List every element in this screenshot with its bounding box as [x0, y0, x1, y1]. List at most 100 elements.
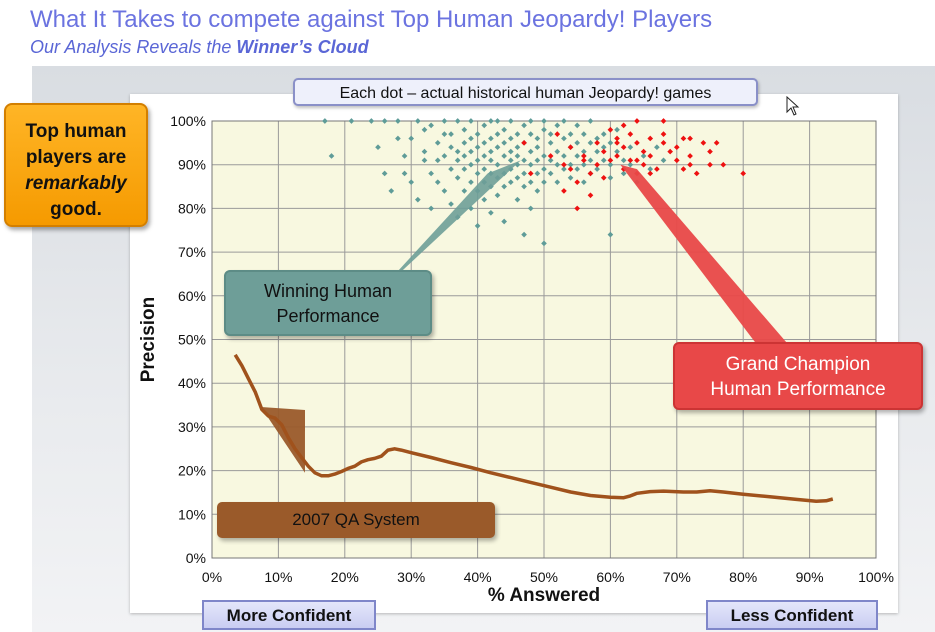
teal-data-point — [587, 157, 594, 164]
red-data-point — [640, 161, 647, 168]
teal-data-point — [501, 140, 507, 146]
red-data-point — [620, 122, 627, 129]
teal-data-point — [434, 140, 441, 146]
red-data-point — [693, 170, 700, 177]
teal-data-point — [401, 170, 408, 177]
x-tick-label: 40% — [464, 569, 492, 585]
teal-data-point — [587, 140, 594, 146]
red-data-point — [673, 144, 680, 151]
teal-data-point — [454, 174, 461, 181]
red-data-point — [587, 192, 594, 199]
teal-data-point — [514, 131, 521, 137]
red-data-point — [581, 157, 587, 164]
teal-data-point — [481, 122, 488, 129]
teal-data-point — [647, 166, 654, 172]
teal-data-point — [501, 153, 507, 159]
orange-callout-line-3: remarkably — [25, 173, 127, 194]
red-data-point — [614, 153, 620, 159]
teal-data-point — [574, 153, 581, 159]
red-data-point — [740, 170, 747, 177]
teal-data-point — [541, 179, 547, 186]
teal-data-point — [381, 118, 388, 124]
red-data-point — [561, 188, 567, 194]
red-data-point — [647, 135, 654, 142]
teal-data-point — [501, 183, 507, 190]
teal-data-point — [581, 161, 587, 168]
teal-data-point — [441, 153, 448, 159]
teal-data-point — [534, 170, 541, 177]
teal-data-point — [488, 157, 494, 164]
red-data-point — [620, 144, 627, 151]
red-data-point — [687, 161, 693, 168]
teal-data-point — [547, 157, 554, 164]
teal-data-point — [534, 135, 541, 142]
red-data-point — [713, 140, 720, 146]
red-data-point — [660, 118, 667, 124]
teal-data-point — [494, 161, 501, 168]
teal-data-point — [448, 201, 454, 207]
qa-system-callout: 2007 QA System — [217, 502, 495, 538]
teal-data-point — [600, 131, 607, 137]
orange-callout-line-1: Top human — [25, 121, 127, 142]
teal-data-point — [541, 126, 547, 133]
teal-data-point — [507, 157, 514, 164]
teal-data-point — [428, 205, 434, 212]
red-data-point — [667, 148, 673, 155]
red-data-point — [574, 179, 581, 186]
red-data-point — [680, 135, 687, 142]
red-data-point — [627, 131, 634, 137]
teal-data-point — [468, 179, 474, 186]
teal-data-point — [574, 140, 581, 146]
x-tick-label: 50% — [530, 569, 558, 585]
y-tick-label: 20% — [178, 463, 206, 479]
teal-data-point — [547, 140, 554, 146]
red-data-point — [647, 153, 654, 159]
teal-data-point — [574, 122, 581, 129]
x-tick-label: 0% — [202, 569, 222, 585]
x-tick-label: 100% — [858, 569, 894, 585]
teal-data-point — [474, 223, 481, 229]
teal-data-point — [627, 144, 634, 151]
teal-data-point — [415, 196, 421, 203]
y-tick-label: 50% — [178, 332, 206, 348]
teal-data-point — [627, 161, 634, 168]
teal-data-point — [474, 170, 481, 177]
teal-data-point — [541, 166, 547, 172]
teal-data-point — [541, 118, 547, 124]
teal-data-point — [534, 188, 541, 194]
red-data-point — [627, 157, 634, 164]
teal-data-point — [514, 196, 521, 203]
teal-data-point — [461, 188, 468, 194]
red-data-point — [521, 140, 527, 146]
y-tick-label: 100% — [170, 113, 206, 129]
teal-data-point — [607, 140, 614, 146]
teal-data-point — [521, 157, 527, 164]
y-tick-label: 0% — [186, 550, 206, 566]
teal-data-point — [421, 157, 428, 164]
red-data-point — [594, 161, 600, 168]
teal-data-point — [461, 153, 468, 159]
red-data-point — [634, 140, 640, 146]
x-tick-label: 80% — [729, 569, 757, 585]
teal-data-point — [534, 144, 541, 151]
teal-data-point — [434, 179, 441, 186]
red-data-point — [673, 157, 680, 164]
y-tick-label: 70% — [178, 244, 206, 260]
red-data-point — [634, 157, 640, 164]
teal-data-point — [514, 153, 521, 159]
red-data-point — [574, 205, 581, 212]
teal-data-point — [554, 122, 561, 129]
red-data-point — [707, 148, 713, 155]
red-data-point — [561, 161, 567, 168]
brown-callout-pointer — [261, 407, 305, 473]
red-data-point — [680, 166, 687, 172]
y-tick-label: 30% — [178, 419, 206, 435]
teal-data-point — [461, 140, 468, 146]
teal-data-point — [581, 179, 587, 186]
teal-data-point — [607, 161, 614, 168]
teal-data-point — [567, 174, 574, 181]
y-tick-label: 10% — [178, 506, 206, 522]
teal-data-point — [468, 161, 474, 168]
winning-human-callout: Winning Human Performance — [224, 270, 432, 336]
red-data-point — [707, 161, 713, 168]
